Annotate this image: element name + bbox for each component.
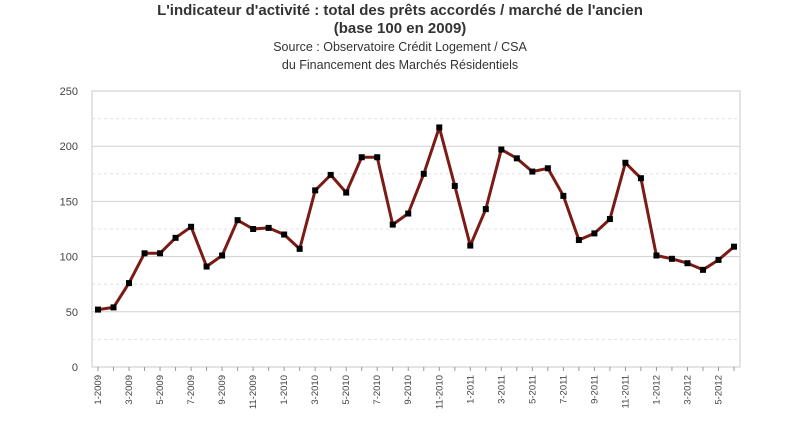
data-point bbox=[575, 237, 582, 244]
chart-subtitle: Source : Observatoire Crédit Logement / … bbox=[273, 40, 527, 54]
chart-title: L'indicateur d'activité : total des prêt… bbox=[157, 2, 643, 19]
data-point bbox=[265, 224, 272, 231]
data-point bbox=[482, 206, 489, 213]
data-point bbox=[389, 221, 396, 228]
y-tick-label: 250 bbox=[60, 86, 78, 98]
y-tick-label: 0 bbox=[72, 362, 78, 374]
data-point bbox=[157, 250, 164, 257]
x-tick-label: 9-2010 bbox=[403, 375, 414, 405]
data-point bbox=[451, 182, 458, 189]
data-point bbox=[250, 226, 257, 232]
data-point bbox=[312, 187, 319, 194]
data-point bbox=[467, 242, 474, 249]
x-tick-label: 11-2009 bbox=[248, 375, 259, 409]
data-point bbox=[668, 255, 675, 262]
data-point bbox=[560, 192, 567, 199]
chart-subtitle-line2: du Financement des Marchés Résidentiels bbox=[281, 58, 519, 72]
data-point bbox=[141, 250, 148, 257]
chart-header: L'indicateur d'activité : total des prêt… bbox=[0, 2, 800, 74]
data-point bbox=[420, 170, 427, 177]
data-point bbox=[126, 280, 133, 287]
data-point bbox=[591, 230, 598, 237]
data-point bbox=[281, 231, 288, 238]
data-point bbox=[699, 266, 706, 273]
data-point bbox=[234, 217, 241, 224]
x-tick-label: 3-2009 bbox=[124, 375, 135, 405]
data-point bbox=[544, 165, 551, 172]
gridlines bbox=[92, 118, 740, 340]
data-point bbox=[296, 245, 303, 252]
data-point bbox=[622, 159, 629, 166]
data-point bbox=[529, 168, 536, 175]
data-point bbox=[715, 256, 722, 263]
data-point bbox=[513, 155, 520, 162]
y-tick-label: 200 bbox=[60, 141, 78, 153]
x-tick-label: 5-2009 bbox=[155, 375, 166, 405]
x-tick-label: 5-2012 bbox=[713, 375, 724, 405]
x-tick-label: 7-2009 bbox=[186, 375, 197, 405]
x-tick-label: 1-2009 bbox=[93, 375, 104, 405]
x-tick-label: 11-2010 bbox=[434, 375, 445, 409]
data-point bbox=[203, 263, 210, 270]
data-point bbox=[327, 171, 334, 178]
data-point bbox=[343, 189, 350, 196]
data-point bbox=[172, 234, 179, 241]
data-point bbox=[95, 306, 101, 313]
data-point bbox=[498, 146, 505, 153]
data-point bbox=[653, 252, 660, 259]
y-tick-label: 100 bbox=[60, 252, 78, 264]
x-tick-label: 1-2012 bbox=[651, 375, 662, 405]
x-tick-label: 7-2011 bbox=[558, 375, 569, 404]
x-tick-label: 11-2011 bbox=[620, 375, 631, 408]
x-tick-label: 1-2011 bbox=[465, 375, 476, 404]
y-tick-label: 50 bbox=[66, 307, 78, 319]
y-axis: 0 50 100 150 200 250 bbox=[60, 86, 78, 374]
data-point bbox=[219, 252, 226, 259]
x-tick-label: 3-2011 bbox=[496, 375, 507, 404]
data-point bbox=[110, 304, 117, 311]
data-point bbox=[731, 243, 737, 250]
x-axis: 1-2009 3-2009 5-2009 7-2009 9-2009 11-2009 1-2… bbox=[93, 367, 735, 409]
x-tick-label: 3-2010 bbox=[310, 375, 321, 405]
y-tick-label: 150 bbox=[60, 196, 78, 208]
data-point bbox=[405, 210, 412, 217]
x-tick-label: 1-2010 bbox=[279, 375, 290, 405]
data-point bbox=[606, 216, 613, 223]
chart-title-line2: (base 100 en 2009) bbox=[333, 20, 467, 37]
x-tick-label: 9-2009 bbox=[217, 375, 228, 405]
data-point bbox=[436, 124, 443, 131]
x-tick-label: 9-2011 bbox=[589, 375, 600, 404]
x-tick-label: 3-2012 bbox=[682, 375, 693, 405]
data-point bbox=[637, 175, 644, 182]
x-tick-label: 5-2011 bbox=[527, 375, 538, 404]
data-point bbox=[358, 154, 365, 161]
series-group bbox=[95, 124, 737, 313]
data-point bbox=[374, 154, 381, 161]
x-tick-label: 7-2010 bbox=[372, 375, 383, 405]
data-point bbox=[188, 223, 195, 230]
x-tick-label: 5-2010 bbox=[341, 375, 352, 405]
data-point bbox=[684, 260, 691, 267]
